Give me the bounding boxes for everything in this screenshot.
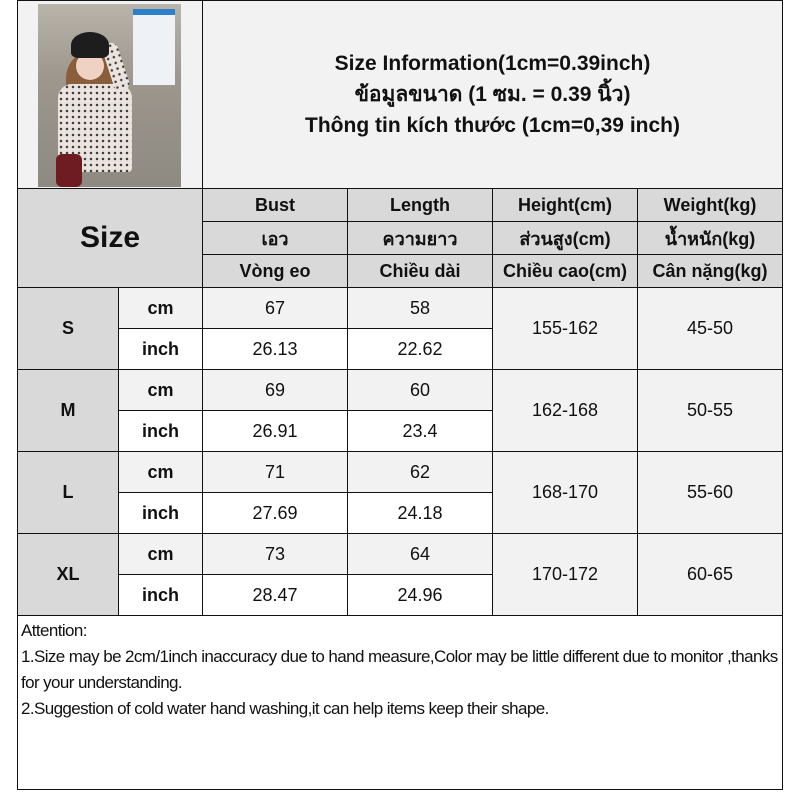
length-cm: 60 xyxy=(347,369,493,411)
col-header-height-th: ส่วนสูง(cm) xyxy=(492,221,638,255)
bust-inch: 26.13 xyxy=(202,328,348,370)
col-header-height-vi: Chiều cao(cm) xyxy=(492,254,638,288)
col-header-length-vi: Chiều dài xyxy=(347,254,493,288)
unit-cm: cm xyxy=(118,369,203,411)
unit-cm: cm xyxy=(118,533,203,575)
attention-notes: Attention: 1.Size may be 2cm/1inch inacc… xyxy=(16,615,784,790)
size-header: Size xyxy=(17,188,203,288)
table-row: inch 27.69 24.18 xyxy=(18,492,783,534)
height-range: 155-162 xyxy=(492,287,638,370)
col-header-bust: Bust xyxy=(202,188,348,222)
size-info-title: Size Information(1cm=0.39inch) ข้อมูลขนา… xyxy=(201,0,784,189)
product-photo-cell xyxy=(17,0,203,189)
model-photo xyxy=(38,4,181,187)
length-inch: 24.96 xyxy=(347,574,493,616)
weight-range: 50-55 xyxy=(636,369,784,452)
weight-range: 60-65 xyxy=(636,533,784,616)
length-inch: 23.4 xyxy=(347,410,493,452)
unit-inch: inch xyxy=(118,492,203,534)
unit-cm: cm xyxy=(118,287,203,329)
notes-heading: Attention: xyxy=(21,621,87,640)
height-range: 168-170 xyxy=(492,451,638,534)
col-header-height: Height(cm) xyxy=(492,188,638,222)
unit-inch: inch xyxy=(118,410,203,452)
title-vietnamese: Thông tin kích thước (1cm=0,39 inch) xyxy=(305,114,680,137)
unit-inch: inch xyxy=(118,328,203,370)
bust-cm: 67 xyxy=(202,287,348,329)
bust-cm: 69 xyxy=(202,369,348,411)
length-cm: 62 xyxy=(347,451,493,493)
weight-range: 45-50 xyxy=(636,287,784,370)
table-row: inch 26.13 22.62 xyxy=(18,328,783,370)
bust-inch: 27.69 xyxy=(202,492,348,534)
col-header-bust-th: เอว xyxy=(202,221,348,255)
note-1: 1.Size may be 2cm/1inch inaccuracy due t… xyxy=(21,647,778,692)
unit-cm: cm xyxy=(118,451,203,493)
note-2: 2.Suggestion of cold water hand washing,… xyxy=(21,699,549,718)
unit-inch: inch xyxy=(118,574,203,616)
size-chart-table: Size Information(1cm=0.39inch) ข้อมูลขนา… xyxy=(16,0,784,790)
size-label: S xyxy=(17,287,119,370)
length-cm: 58 xyxy=(347,287,493,329)
height-range: 162-168 xyxy=(492,369,638,452)
length-inch: 24.18 xyxy=(347,492,493,534)
height-range: 170-172 xyxy=(492,533,638,616)
col-header-length-th: ความยาว xyxy=(347,221,493,255)
weight-range: 55-60 xyxy=(636,451,784,534)
col-header-weight-vi: Cân nặng(kg) xyxy=(636,254,784,288)
length-cm: 64 xyxy=(347,533,493,575)
size-label: L xyxy=(17,451,119,534)
table-row: XL cm 73 64 170-172 60-65 xyxy=(17,533,784,616)
title-thai: ข้อมูลขนาด (1 ซม. = 0.39 นิ้ว) xyxy=(354,83,631,106)
bust-cm: 73 xyxy=(202,533,348,575)
col-header-bust-vi: Vòng eo xyxy=(202,254,348,288)
col-header-weight: Weight(kg) xyxy=(636,188,784,222)
size-label: M xyxy=(17,369,119,452)
bust-inch: 28.47 xyxy=(202,574,348,616)
col-header-length: Length xyxy=(347,188,493,222)
col-header-weight-th: น้ำหนัก(kg) xyxy=(636,221,784,255)
bust-inch: 26.91 xyxy=(202,410,348,452)
bust-cm: 71 xyxy=(202,451,348,493)
title-english: Size Information(1cm=0.39inch) xyxy=(334,52,651,75)
size-label: XL xyxy=(17,533,119,616)
length-inch: 22.62 xyxy=(347,328,493,370)
table-row: inch 28.47 24.96 xyxy=(18,574,783,616)
table-row: inch 26.91 23.4 xyxy=(18,410,783,452)
